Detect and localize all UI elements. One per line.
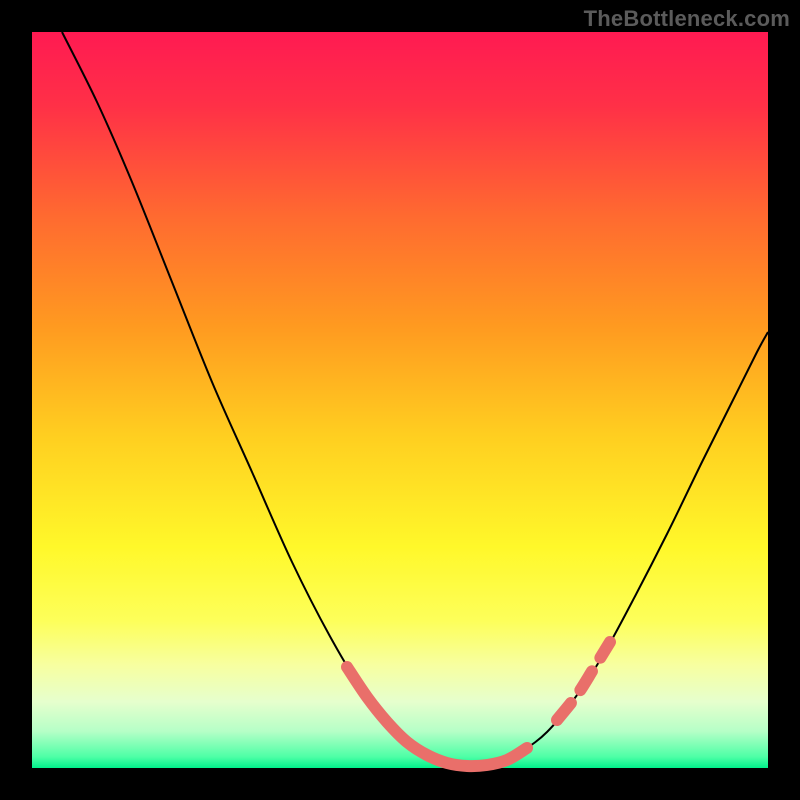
- bottleneck-curve: [62, 32, 768, 767]
- watermark-text: TheBottleneck.com: [584, 6, 790, 32]
- curve-group: [62, 32, 768, 767]
- highlight-segment-1: [557, 642, 610, 720]
- curve-layer: [0, 0, 800, 800]
- highlight-segment-0: [347, 667, 527, 766]
- stage: TheBottleneck.com: [0, 0, 800, 800]
- marker-group: [347, 642, 610, 766]
